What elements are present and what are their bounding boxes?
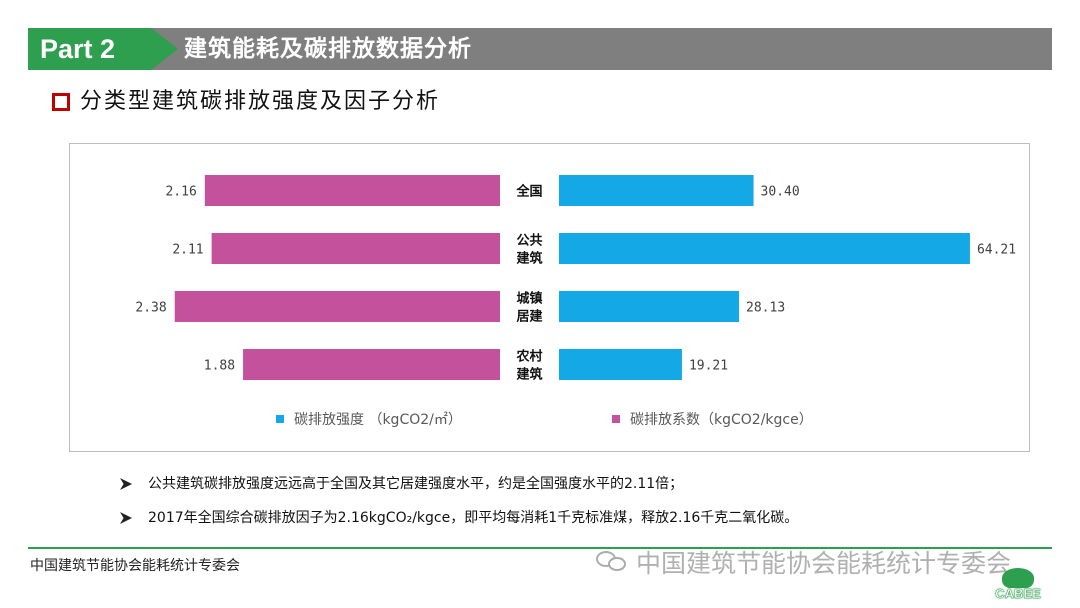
factor-value-label: 1.88	[204, 359, 235, 374]
part-tab	[28, 28, 178, 70]
footer-divider	[28, 547, 1052, 549]
arrowhead-icon	[120, 478, 132, 490]
category-label: 城镇	[516, 291, 542, 307]
logo-mark	[1002, 568, 1034, 588]
wechat-icon	[596, 549, 628, 575]
legend-item-factor: 碳排放系数（kgCO2/kgce）	[612, 408, 813, 430]
part-label: Part 2	[40, 34, 116, 64]
legend-label-factor: 碳排放系数（kgCO2/kgce）	[630, 412, 813, 428]
intensity-value-label: 28.13	[746, 301, 785, 316]
watermark-text: 中国建筑节能协会能耗统计专委会	[636, 549, 1012, 578]
factor-value-label: 2.11	[172, 243, 203, 258]
chart-frame: 2.16 30.40 全国 2.11 64.21 公共建筑 2.38 28.13 城镇居建 1.8…	[69, 143, 1030, 452]
intensity-value-label: 19.21	[689, 359, 728, 374]
intensity-value-label: 64.21	[977, 243, 1016, 258]
factor-bar	[211, 233, 500, 264]
category-label: 公共	[516, 233, 542, 249]
footer-organization: 中国建筑节能协会能耗统计专委会	[30, 558, 240, 574]
header-title: 建筑能耗及碳排放数据分析	[184, 36, 472, 62]
factor-bar	[243, 349, 501, 380]
category-label: 居建	[516, 309, 542, 325]
intensity-bar	[559, 349, 682, 380]
bullet-text: 2017年全国综合碳排放因子为2.16kgCO₂/kgce，即平均每消耗1千克标…	[148, 510, 799, 526]
category-label: 农村	[515, 349, 542, 365]
category-label: 建筑	[516, 251, 542, 267]
legend-label-intensity: 碳排放强度 （kgCO2/㎡）	[294, 412, 462, 428]
arrowhead-icon	[120, 512, 132, 524]
logo-text: CABEE	[995, 586, 1041, 601]
category-label: 全国	[515, 184, 542, 200]
bullet-item: 2017年全国综合碳排放因子为2.16kgCO₂/kgce，即平均每消耗1千克标…	[120, 505, 798, 531]
factor-bar	[174, 291, 500, 322]
category-label: 建筑	[516, 367, 542, 383]
cabee-logo: CABEE	[990, 568, 1046, 604]
factor-bar	[204, 175, 501, 206]
bullet-text: 公共建筑碳排放强度远远高于全国及其它居建强度水平，约是全国强度水平的2.11倍；	[148, 476, 684, 492]
legend-item-intensity: 碳排放强度 （kgCO2/㎡）	[276, 408, 462, 430]
intensity-bar	[559, 233, 970, 264]
intensity-value-label: 30.40	[761, 185, 800, 200]
factor-value-label: 2.16	[165, 185, 196, 200]
legend-swatch-factor	[612, 415, 620, 423]
intensity-bar	[559, 175, 754, 206]
factor-value-label: 2.38	[135, 301, 166, 316]
intensity-bar	[559, 291, 740, 322]
legend-swatch-intensity	[276, 415, 284, 423]
watermark: 中国建筑节能协会能耗统计专委会	[596, 544, 1011, 580]
bullet-item: 公共建筑碳排放强度远远高于全国及其它居建强度水平，约是全国强度水平的2.11倍；	[120, 471, 683, 497]
header-band	[28, 28, 1052, 70]
hollow-square-icon	[52, 93, 70, 111]
section-title: 分类型建筑碳排放强度及因子分析	[80, 89, 441, 114]
